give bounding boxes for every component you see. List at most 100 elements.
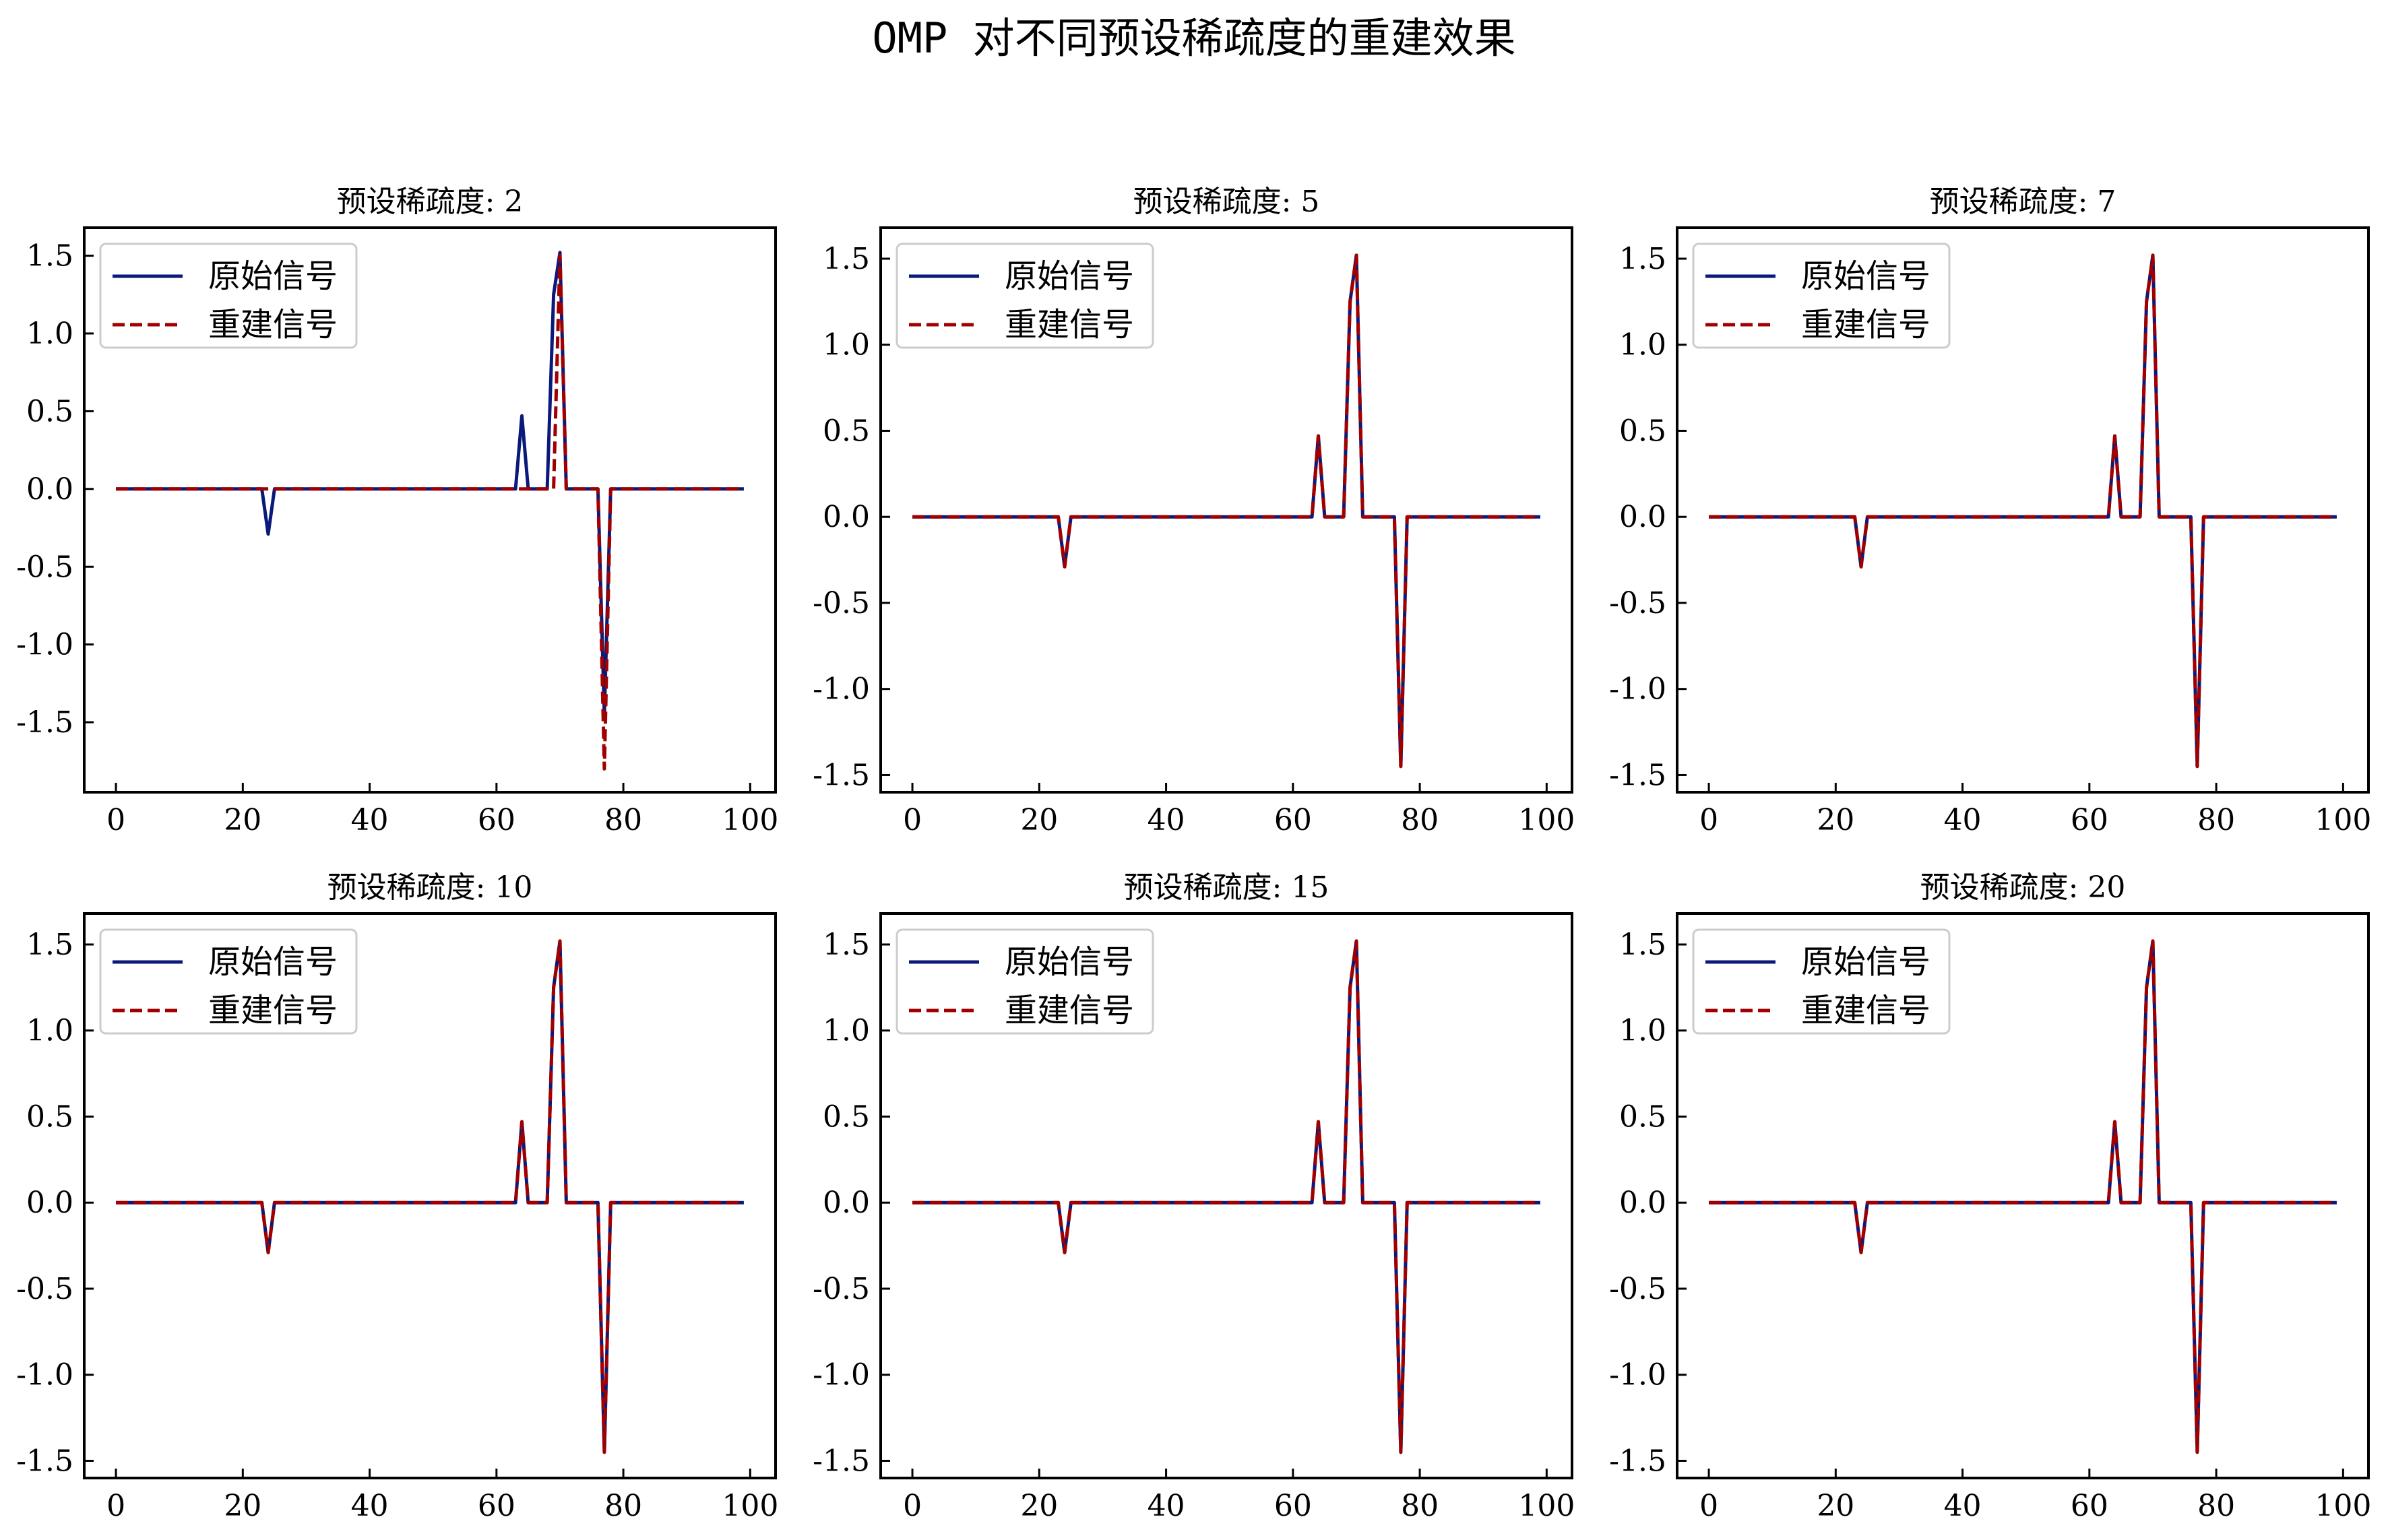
x-tick-label: 0 xyxy=(1699,1489,1718,1523)
legend-label-original: 原始信号 xyxy=(1801,943,1930,981)
legend-label-reconstructed: 重建信号 xyxy=(208,306,338,344)
y-tick-label: 0.0 xyxy=(26,472,73,507)
x-tick-label: 0 xyxy=(106,1489,125,1523)
legend-label-reconstructed: 重建信号 xyxy=(1801,306,1930,344)
x-tick-label: 40 xyxy=(1944,1489,1982,1523)
y-tick-label: 1.5 xyxy=(1619,928,1666,962)
axes-frame xyxy=(83,912,777,1479)
x-tick-label: 80 xyxy=(604,803,642,837)
axes-frame xyxy=(83,226,777,794)
subplot-title: 预设稀疏度: 5 xyxy=(1133,185,1320,219)
y-tick-label: 0.5 xyxy=(823,414,870,448)
legend-label-reconstructed: 重建信号 xyxy=(1005,992,1134,1029)
y-tick-label: 0.0 xyxy=(1619,1186,1666,1220)
x-tick-label: 0 xyxy=(106,803,125,837)
y-tick-label: 1.5 xyxy=(823,242,870,276)
y-tick-label: 0.5 xyxy=(823,1099,870,1134)
x-tick-label: 20 xyxy=(224,1489,261,1523)
x-tick-label: 80 xyxy=(604,1489,642,1523)
y-tick-label: 1.0 xyxy=(823,328,870,362)
y-tick-label: -1.5 xyxy=(16,705,73,740)
legend-label-reconstructed: 重建信号 xyxy=(1801,992,1930,1029)
legend-box xyxy=(896,928,1154,1035)
y-tick-label: 0.0 xyxy=(823,500,870,534)
y-tick-label: 1.0 xyxy=(1619,328,1666,362)
y-tick-label: -1.0 xyxy=(1609,1358,1666,1392)
x-tick-label: 100 xyxy=(722,1489,778,1523)
legend-label-reconstructed: 重建信号 xyxy=(1005,306,1134,344)
x-tick-label: 60 xyxy=(1274,803,1312,837)
subplot-5: 预设稀疏度: 15 0 20 40 60 80 100 -1.5 -1.0 -0.5 0.0 0.5 1… xyxy=(813,870,1575,1523)
x-tick-label: 100 xyxy=(2315,803,2371,837)
y-tick-label: -1.0 xyxy=(813,1358,870,1392)
legend-box xyxy=(1692,243,1951,349)
legend-box xyxy=(99,928,358,1035)
legend-label-original: 原始信号 xyxy=(1005,943,1134,981)
subplot-6: 预设稀疏度: 20 0 20 40 60 80 100 -1.5 -1.0 -0.5 0.0 0.5 1… xyxy=(1609,870,2371,1523)
subplot-title: 预设稀疏度: 2 xyxy=(337,185,524,219)
x-tick-label: 60 xyxy=(478,1489,515,1523)
axes-frame xyxy=(1676,226,2370,794)
x-tick-label: 40 xyxy=(1148,1489,1185,1523)
y-tick-label: 0.0 xyxy=(823,1186,870,1220)
y-tick-label: 1.5 xyxy=(26,239,73,274)
x-tick-label: 100 xyxy=(722,803,778,837)
x-tick-label: 60 xyxy=(478,803,515,837)
y-tick-label: -0.5 xyxy=(1609,586,1666,620)
y-tick-label: -1.0 xyxy=(16,628,73,662)
x-tick-label: 100 xyxy=(2315,1489,2371,1523)
y-tick-label: -0.5 xyxy=(813,1272,870,1306)
x-tick-label: 20 xyxy=(1817,803,1854,837)
axes-frame xyxy=(879,912,1573,1479)
series-line-reconstructed xyxy=(116,254,744,771)
y-tick-label: 0.5 xyxy=(1619,1099,1666,1134)
y-tick-label: -1.5 xyxy=(813,1444,870,1478)
y-tick-label: -0.5 xyxy=(16,1272,73,1306)
x-tick-label: 60 xyxy=(1274,1489,1312,1523)
subplot-2: 预设稀疏度: 5 0 20 40 60 80 100 -1.5 -1.0 -0.5 0.0 0.5 1.… xyxy=(813,185,1575,837)
legend-box xyxy=(99,243,358,349)
x-tick-label: 100 xyxy=(1518,803,1575,837)
x-tick-label: 40 xyxy=(351,1489,389,1523)
y-tick-label: -1.5 xyxy=(813,758,870,792)
x-tick-label: 60 xyxy=(2071,1489,2108,1523)
y-tick-label: 1.0 xyxy=(26,1014,73,1048)
subplot-3: 预设稀疏度: 7 0 20 40 60 80 100 -1.5 -1.0 -0.5 0.0 0.5 1.… xyxy=(1609,185,2371,837)
y-tick-label: 1.5 xyxy=(823,928,870,962)
y-tick-label: -1.0 xyxy=(1609,672,1666,707)
y-tick-label: -0.5 xyxy=(813,586,870,620)
y-tick-label: 0.0 xyxy=(26,1186,73,1220)
x-tick-label: 80 xyxy=(1401,803,1439,837)
subplot-1: 预设稀疏度: 2 0 20 40 60 80 100 -1.5 -1.0 -0.5 0.0 0.5 1.… xyxy=(16,185,778,837)
legend-label-original: 原始信号 xyxy=(1801,257,1930,295)
x-tick-label: 60 xyxy=(2071,803,2108,837)
x-tick-label: 100 xyxy=(1518,1489,1575,1523)
x-tick-label: 20 xyxy=(1817,1489,1854,1523)
x-tick-label: 80 xyxy=(2197,1489,2235,1523)
legend-label-original: 原始信号 xyxy=(208,943,338,981)
series-line-reconstructed xyxy=(116,939,744,1454)
y-tick-label: 1.0 xyxy=(823,1014,870,1048)
x-tick-label: 80 xyxy=(2197,803,2235,837)
y-tick-label: 1.5 xyxy=(1619,242,1666,276)
y-tick-label: -1.0 xyxy=(16,1358,73,1392)
subplot-title: 预设稀疏度: 10 xyxy=(327,870,533,905)
legend-box xyxy=(1692,928,1951,1035)
y-tick-label: -1.5 xyxy=(1609,1444,1666,1478)
y-tick-label: 0.5 xyxy=(26,1099,73,1134)
panels: 预设稀疏度: 2 0 20 40 60 80 100 -1.5 -1.0 -0.5 0.0 0.5 1.… xyxy=(16,185,2371,1523)
axes-frame xyxy=(1676,912,2370,1479)
x-tick-label: 0 xyxy=(903,803,922,837)
legend-label-reconstructed: 重建信号 xyxy=(208,992,338,1029)
y-tick-label: 1.5 xyxy=(26,928,73,962)
x-tick-label: 20 xyxy=(224,803,261,837)
y-tick-label: 0.0 xyxy=(1619,500,1666,534)
x-tick-label: 20 xyxy=(1020,803,1058,837)
y-tick-label: 0.5 xyxy=(26,394,73,428)
